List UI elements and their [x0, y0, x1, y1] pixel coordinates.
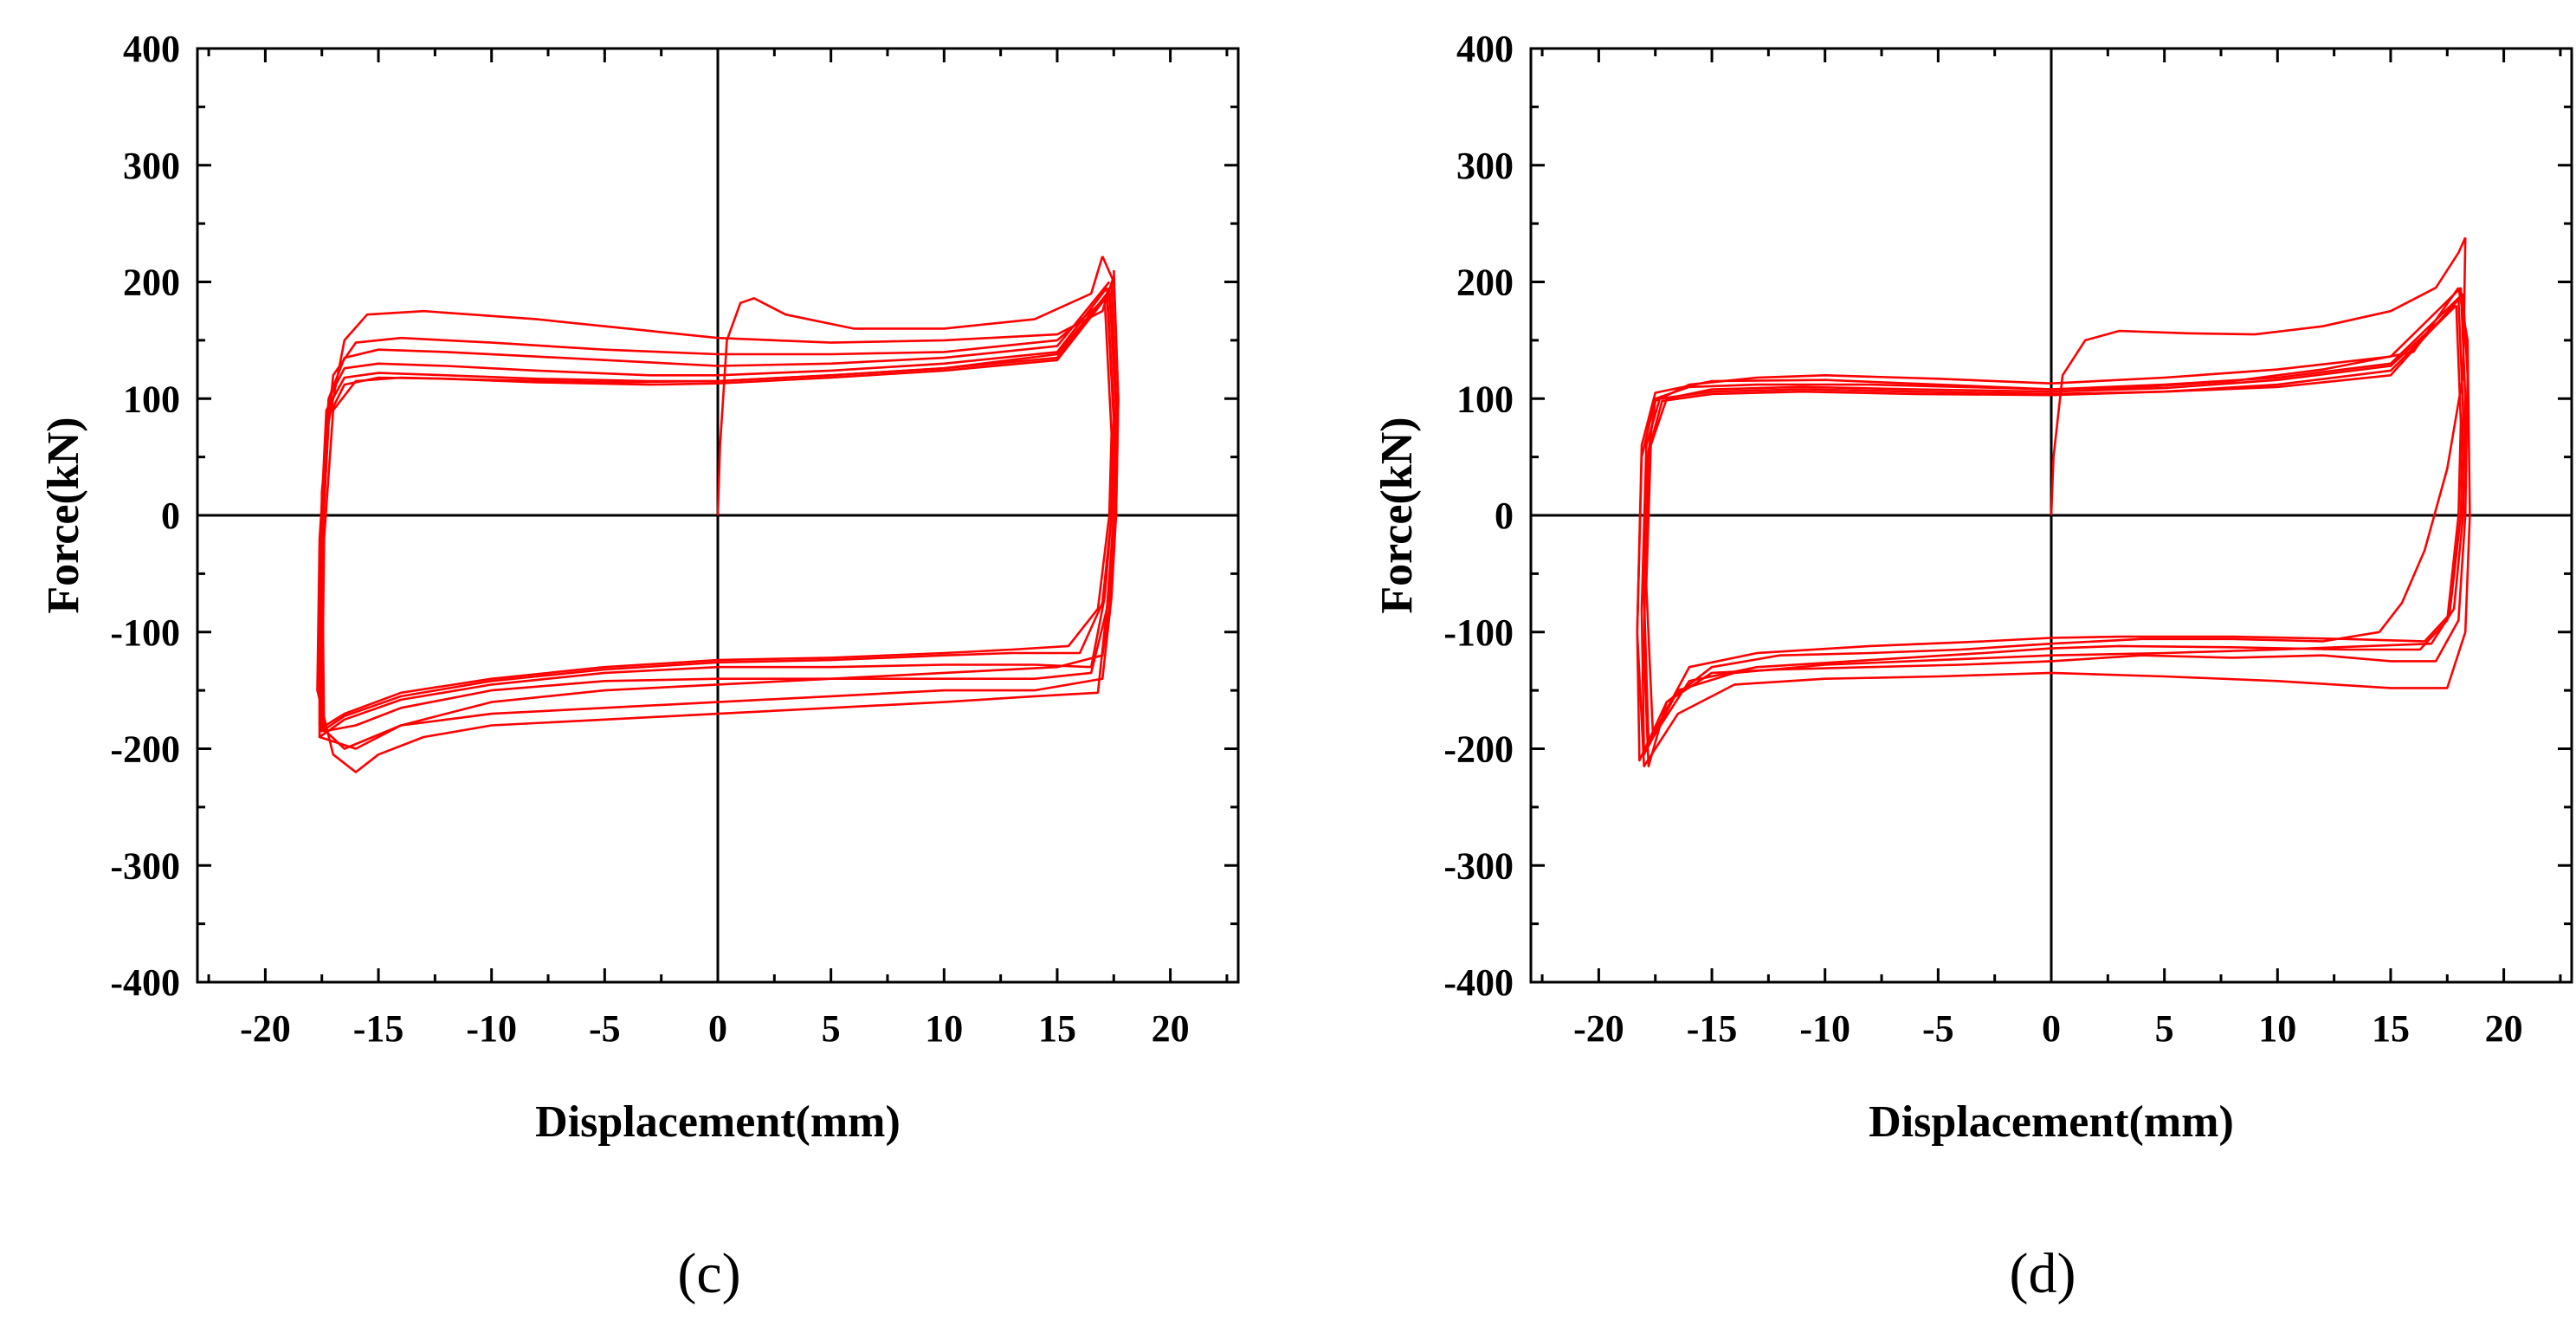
hysteresis-curve: [1643, 287, 2469, 767]
panel-label: (d): [2010, 1242, 2076, 1305]
hysteresis-curve: [320, 287, 1118, 733]
x-tick-label: -10: [466, 1007, 517, 1050]
y-tick-label: -400: [1443, 961, 1514, 1004]
y-tick-label: 0: [161, 495, 180, 537]
x-tick-label: 15: [1038, 1007, 1076, 1050]
hysteresis-curve: [1643, 299, 2464, 745]
y-tick-label: -100: [1443, 611, 1514, 654]
hysteresis-curve: [1645, 305, 2463, 739]
hysteresis-curve: [320, 293, 1115, 733]
series-group: [1636, 236, 2471, 767]
y-tick-label: -200: [110, 728, 180, 771]
series-group: [316, 255, 1120, 773]
y-tick-label: 100: [123, 378, 180, 420]
hysteresis-curve: [716, 255, 1104, 516]
y-axis-title: Force(kN): [1372, 417, 1422, 613]
x-tick-label: -5: [589, 1007, 621, 1050]
x-tick-label: 0: [2042, 1007, 2061, 1050]
x-tick-label: 10: [2258, 1007, 2296, 1050]
hysteresis-curve: [1636, 287, 2471, 767]
x-tick-label: 10: [925, 1007, 963, 1050]
y-tick-label: -300: [110, 844, 180, 887]
y-tick-label: 100: [1456, 378, 1514, 420]
y-tick-label: 300: [1456, 145, 1514, 187]
x-axis-title: Displacement(mm): [1869, 1097, 2234, 1147]
y-tick-label: 400: [1456, 28, 1514, 70]
hysteresis-curve: [318, 255, 1120, 750]
y-tick-label: 300: [123, 145, 180, 187]
x-tick-label: -10: [1799, 1007, 1850, 1050]
y-tick-label: -200: [1443, 728, 1514, 771]
x-tick-label: 5: [822, 1007, 841, 1050]
x-tick-label: 20: [2485, 1007, 2523, 1050]
y-tick-label: 0: [1495, 495, 1514, 537]
x-axis-title: Displacement(mm): [535, 1097, 901, 1147]
panel-label: (c): [677, 1242, 740, 1305]
x-tick-label: -20: [240, 1007, 291, 1050]
x-tick-label: 0: [708, 1007, 727, 1050]
hysteresis-curve: [2050, 236, 2467, 516]
y-tick-label: 200: [123, 262, 180, 304]
x-tick-label: -15: [1687, 1007, 1738, 1050]
x-tick-label: -15: [353, 1007, 404, 1050]
y-tick-label: -400: [110, 961, 180, 1004]
hysteresis-curve: [316, 281, 1118, 773]
hysteresis-curve: [318, 269, 1120, 750]
y-tick-label: -100: [110, 611, 180, 654]
y-axis-title: Force(kN): [39, 417, 88, 613]
x-tick-label: -20: [1573, 1007, 1624, 1050]
x-tick-label: 20: [1152, 1007, 1190, 1050]
x-tick-label: -5: [1922, 1007, 1954, 1050]
y-tick-label: 400: [123, 28, 180, 70]
chart-panel-d: -20 -15 -10 -5 0 5 10 15 20 400 300 200 100 0 -100 -200…: [1372, 28, 2573, 1305]
y-tick-label: -300: [1443, 844, 1514, 887]
x-tick-label: 15: [2372, 1007, 2410, 1050]
chart-panel-c: -20 -15 -10 -5 0 5 10 15 20 400 300 200 100 0 -100 -200…: [39, 28, 1240, 1305]
hysteresis-curve: [320, 290, 1113, 729]
x-tick-label: 5: [2155, 1007, 2174, 1050]
y-tick-label: 200: [1456, 262, 1514, 304]
